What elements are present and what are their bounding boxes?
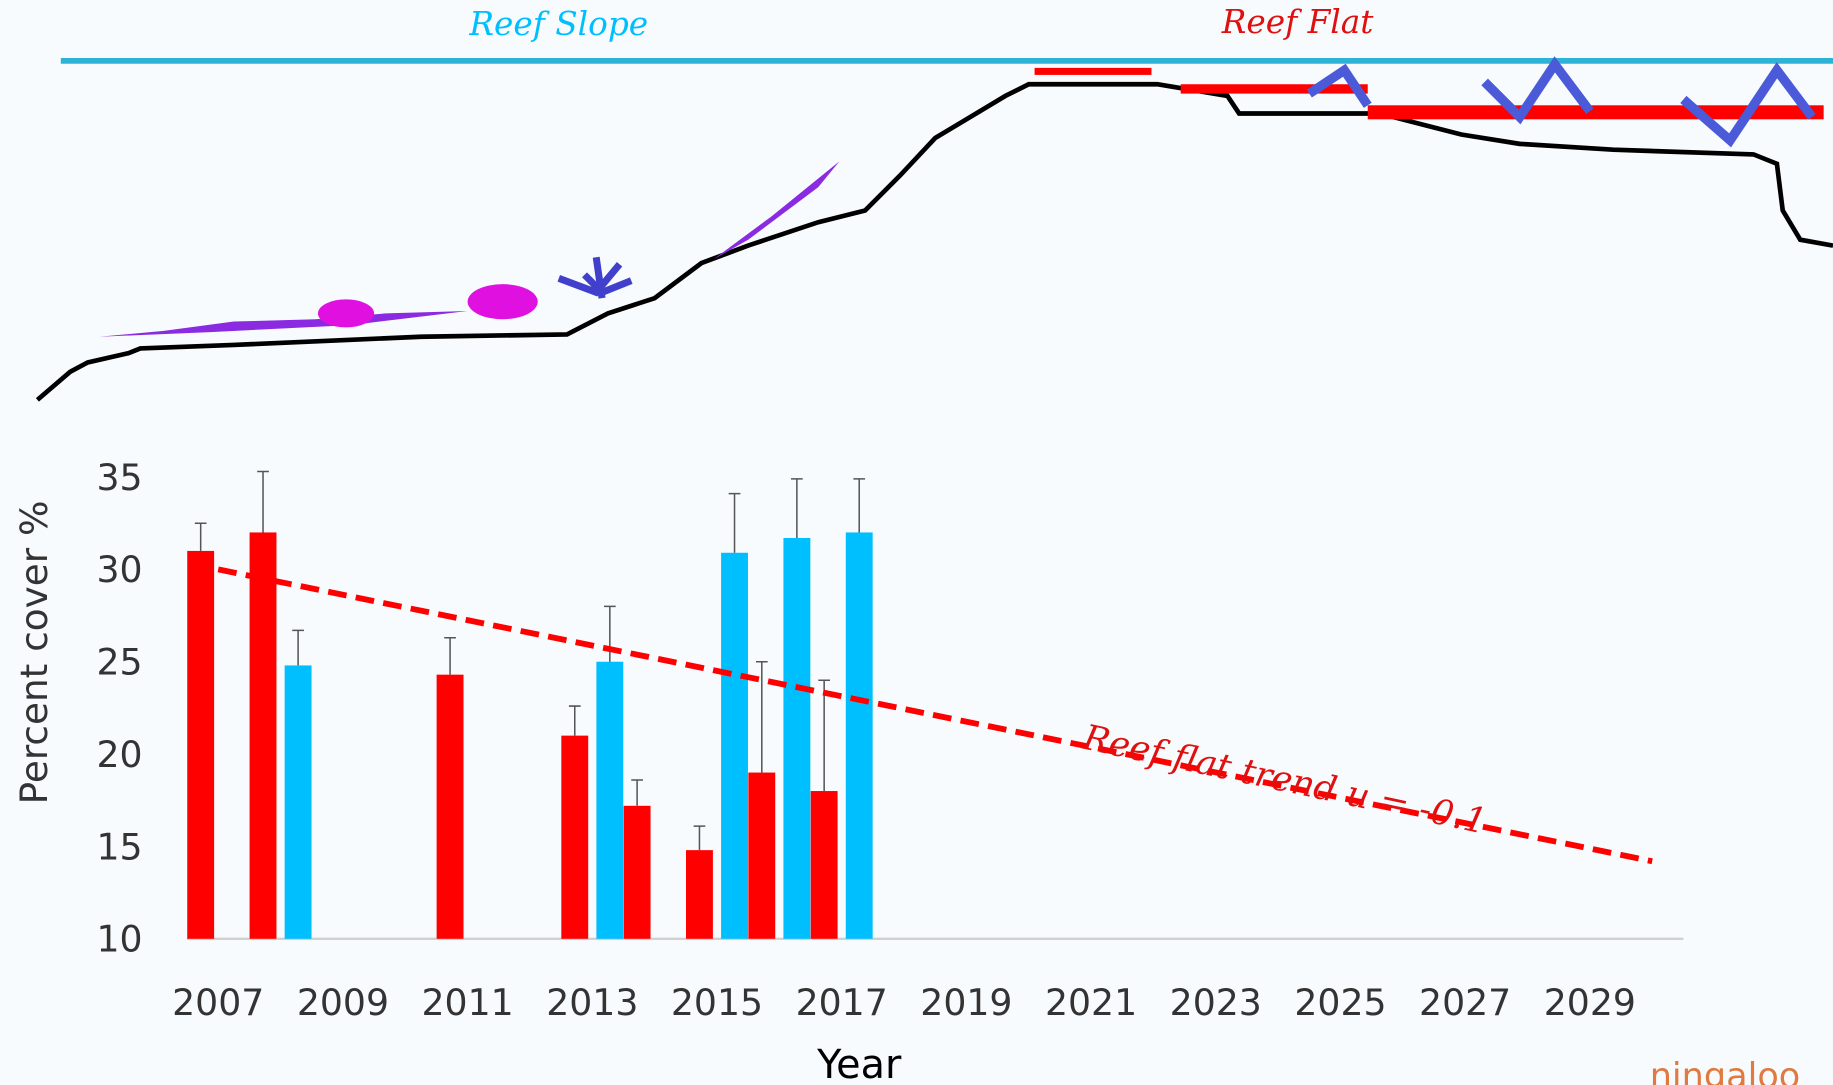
error-bar [631, 779, 643, 806]
bar [721, 552, 748, 939]
x-tick-label: 2017 [796, 981, 888, 1024]
bar [686, 850, 713, 939]
y-tick-label: 30 [97, 548, 143, 591]
x-tick-label: 2029 [1544, 981, 1636, 1024]
error-bar [791, 478, 803, 538]
x-tick-label: 2009 [297, 981, 389, 1024]
reef-profile [35, 81, 1833, 402]
bar [249, 532, 277, 939]
error-bar [755, 660, 768, 773]
y-axis-title: Percent cover % [12, 500, 56, 804]
coral [467, 284, 538, 320]
coral [1367, 105, 1824, 120]
trend-line [217, 566, 1653, 865]
coral [713, 161, 840, 260]
x-axis-title: Year [816, 1042, 902, 1085]
error-bar [728, 492, 741, 553]
x-tick-label: 2019 [920, 981, 1012, 1024]
x-tick-label: 2025 [1294, 981, 1386, 1024]
coral [1306, 56, 1816, 148]
x-tick-label: 2021 [1045, 981, 1137, 1024]
error-bar [818, 679, 830, 792]
annotation: Reef flat trend u = -0.1 [1078, 717, 1490, 843]
x-tick-label: 2011 [422, 981, 514, 1024]
x-tick-label: 2007 [172, 981, 264, 1024]
error-bar [568, 705, 581, 736]
error-bar [257, 470, 269, 533]
bar [783, 537, 811, 939]
reef-illustration [35, 56, 1833, 402]
bar [810, 791, 838, 939]
error-bar [693, 825, 706, 851]
y-tick-label: 10 [97, 918, 143, 961]
y-tick-label: 20 [97, 733, 143, 776]
coral [1034, 67, 1152, 75]
zone-label: Reef Flat [1221, 3, 1375, 41]
bar [187, 550, 215, 939]
error-bar [292, 629, 304, 666]
error-bar [444, 636, 456, 675]
coral [317, 299, 375, 328]
x-tick-label: 2013 [546, 981, 638, 1024]
coral [1180, 84, 1368, 94]
error-bar [853, 478, 866, 533]
bar [845, 532, 873, 939]
y-tick-label: 15 [97, 825, 143, 868]
bar [561, 735, 589, 939]
y-tick-label: 25 [97, 641, 143, 684]
x-tick-label: 2015 [671, 981, 763, 1024]
coral [99, 311, 468, 337]
bar [623, 805, 651, 939]
y-tick-label: 35 [97, 456, 143, 499]
zone-label: Reef Slope [468, 5, 648, 43]
logo: ningaloo [1650, 1055, 1801, 1085]
bar [596, 661, 624, 939]
bar [436, 674, 464, 939]
x-tick-label: 2023 [1170, 981, 1262, 1024]
x-tick-label: 2027 [1419, 981, 1511, 1024]
error-bar [603, 605, 616, 662]
error-bar [194, 522, 207, 551]
bar [284, 665, 312, 939]
coral [557, 256, 633, 299]
bar [748, 772, 776, 939]
